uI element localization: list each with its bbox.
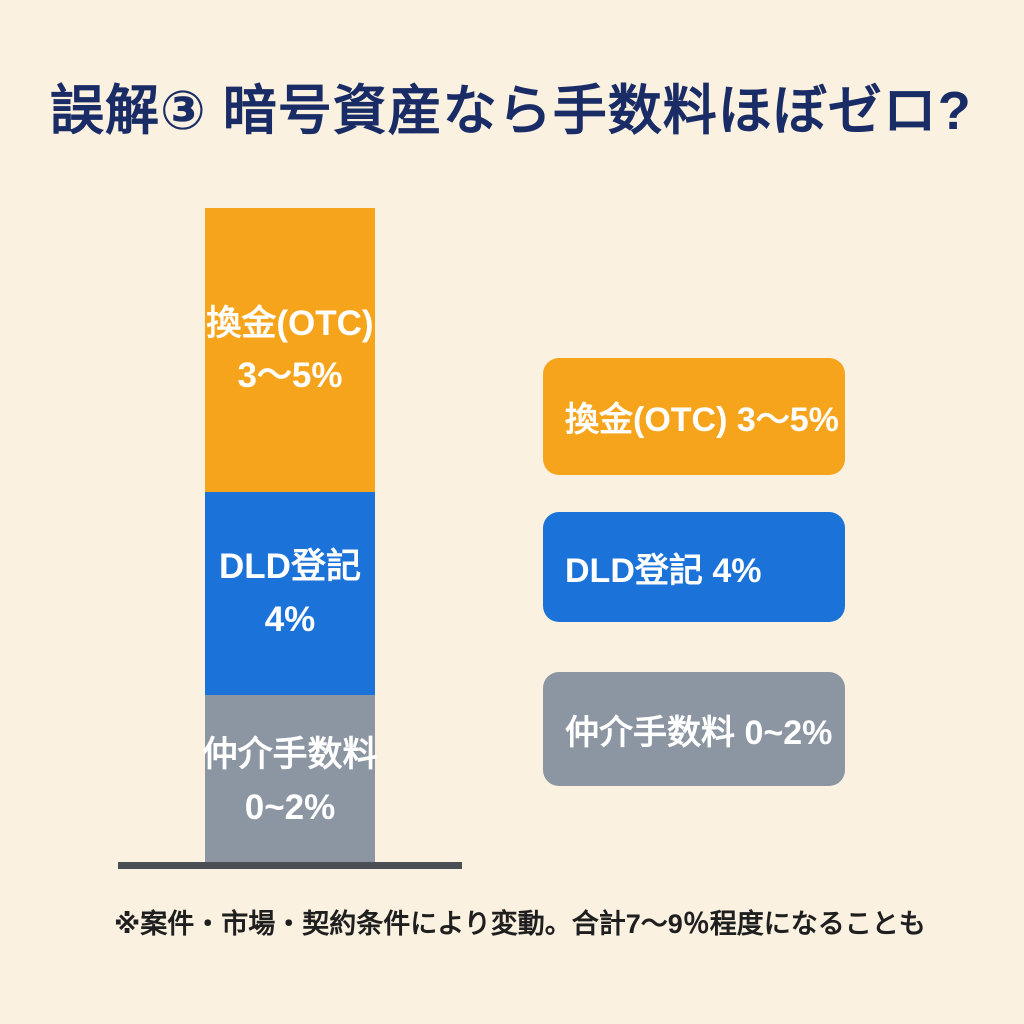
axis-baseline [118,862,462,869]
legend-item-broker-label: 仲介手数料 0~2% [565,713,833,752]
legend-item-dld-label: DLD登記 4% [565,551,762,590]
legend-item-otc-label: 換金(OTC) 3〜5% [565,401,839,439]
page-title: 誤解③ 暗号資産なら手数料ほぼゼロ? [50,81,972,141]
bar-segment-dld-label: DLD登記 [219,547,361,586]
bar-segment-broker-label: 仲介手数料 [202,735,378,774]
bar-segment-otc-value: 3〜5% [237,356,343,395]
bar-segment-otc-label: 換金(OTC) [206,303,374,343]
legend-item-dld: DLD登記 4% [543,512,845,622]
legend-item-broker: 仲介手数料 0~2% [543,672,845,786]
footnote: ※案件・市場・契約条件により変動。合計7〜9％程度になることも [114,909,926,939]
legend-item-otc: 換金(OTC) 3〜5% [543,358,845,475]
stacked-bar: 換金(OTC) 3〜5% DLD登記 4% 仲介手数料 0~2% [202,208,378,868]
bar-segment-dld-value: 4% [264,599,316,639]
bar-segment-broker-value: 0~2% [244,787,336,827]
bar-segment-dld: DLD登記 4% [205,492,375,695]
bar-segment-otc: 換金(OTC) 3〜5% [205,208,375,492]
bar-segment-broker: 仲介手数料 0~2% [202,695,378,868]
